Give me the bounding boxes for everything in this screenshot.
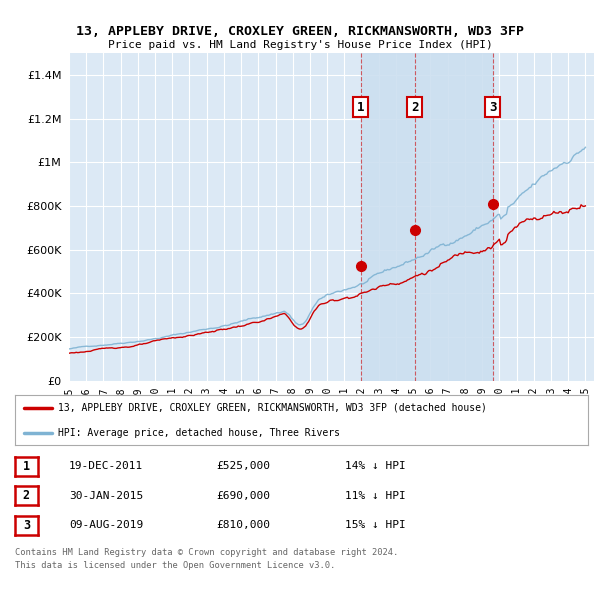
Text: 1: 1 [23,460,30,473]
Text: £810,000: £810,000 [216,520,270,530]
Text: 13, APPLEBY DRIVE, CROXLEY GREEN, RICKMANSWORTH, WD3 3FP: 13, APPLEBY DRIVE, CROXLEY GREEN, RICKMA… [76,25,524,38]
Text: Price paid vs. HM Land Registry's House Price Index (HPI): Price paid vs. HM Land Registry's House … [107,40,493,50]
Text: This data is licensed under the Open Government Licence v3.0.: This data is licensed under the Open Gov… [15,560,335,569]
Text: 3: 3 [23,519,30,532]
Text: 2: 2 [411,101,418,114]
Text: 2: 2 [23,489,30,502]
Text: 3: 3 [489,101,496,114]
Text: 13, APPLEBY DRIVE, CROXLEY GREEN, RICKMANSWORTH, WD3 3FP (detached house): 13, APPLEBY DRIVE, CROXLEY GREEN, RICKMA… [58,403,487,413]
Text: £690,000: £690,000 [216,491,270,500]
Text: Contains HM Land Registry data © Crown copyright and database right 2024.: Contains HM Land Registry data © Crown c… [15,548,398,556]
Text: 11% ↓ HPI: 11% ↓ HPI [345,491,406,500]
Text: 14% ↓ HPI: 14% ↓ HPI [345,461,406,471]
Text: HPI: Average price, detached house, Three Rivers: HPI: Average price, detached house, Thre… [58,428,340,438]
Text: £525,000: £525,000 [216,461,270,471]
Bar [361,53,493,381]
Text: 19-DEC-2011: 19-DEC-2011 [69,461,143,471]
Text: 1: 1 [357,101,365,114]
Text: 15% ↓ HPI: 15% ↓ HPI [345,520,406,530]
Text: 30-JAN-2015: 30-JAN-2015 [69,491,143,500]
Text: 09-AUG-2019: 09-AUG-2019 [69,520,143,530]
